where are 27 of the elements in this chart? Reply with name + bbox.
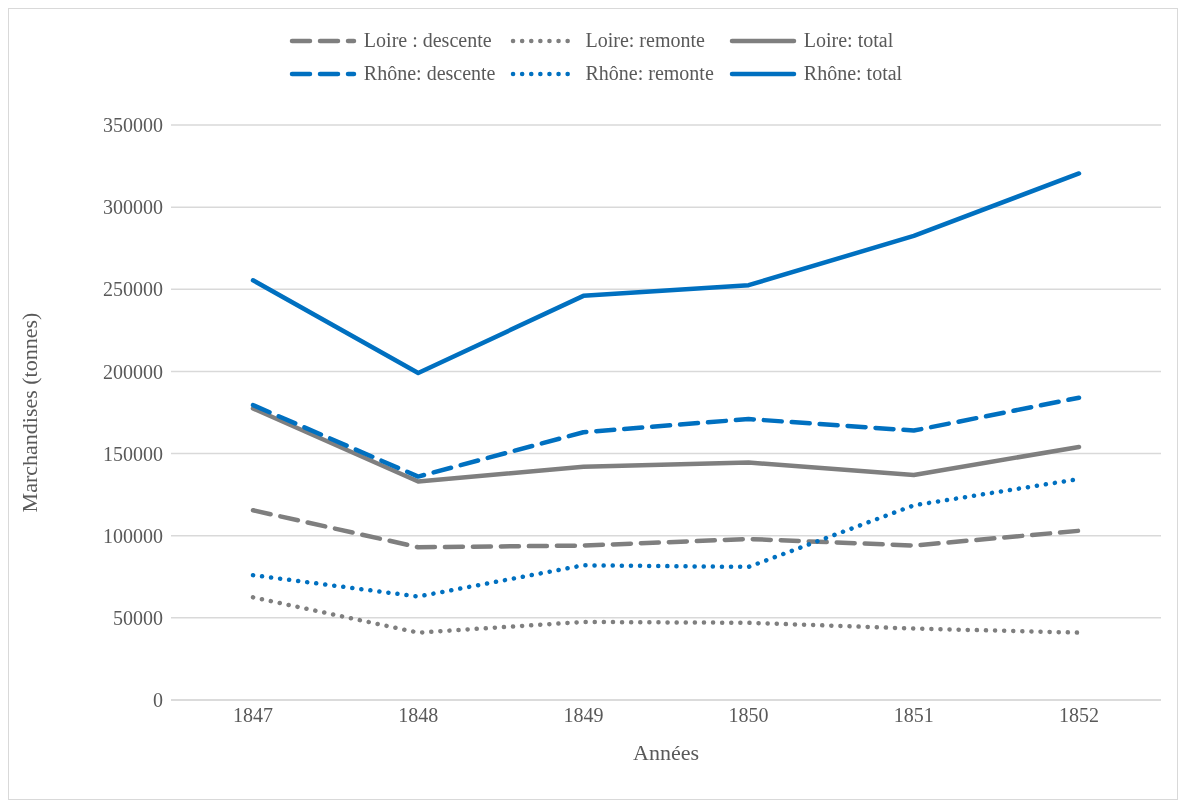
legend-label: Loire : descente — [363, 29, 492, 52]
y-tick-label: 50000 — [113, 606, 163, 629]
legend-label: Rhône: total — [803, 62, 903, 85]
line-series — [250, 406, 1082, 484]
y-tick-label: 100000 — [103, 524, 163, 547]
y-tick-label: 0 — [153, 689, 163, 712]
y-axis-title: Marchandises (tonnes) — [16, 312, 42, 513]
legend-label: Rhône: descente — [363, 62, 496, 85]
y-tick-label: 250000 — [103, 278, 163, 301]
line-series — [250, 395, 1082, 479]
line-series — [250, 171, 1082, 376]
legend-label: Loire: total — [803, 29, 894, 52]
y-tick-label: 150000 — [103, 442, 163, 465]
x-tick-label: 1847 — [233, 704, 273, 727]
x-tick-label: 1849 — [563, 704, 604, 727]
x-tick-label: 1850 — [728, 704, 769, 727]
y-tick-label: 300000 — [103, 196, 163, 219]
legend-label: Loire: remonte — [585, 29, 705, 52]
y-tick-label: 200000 — [103, 360, 163, 383]
line-series — [250, 508, 1082, 550]
x-tick-label: 1848 — [398, 704, 439, 727]
line-series — [250, 595, 1082, 635]
x-axis-title: Années — [633, 740, 699, 765]
legend-label: Rhône: remonte — [585, 62, 714, 85]
x-tick-label: 1851 — [893, 704, 934, 727]
x-tick-label: 1852 — [1059, 704, 1099, 727]
y-tick-label: 350000 — [103, 114, 163, 137]
